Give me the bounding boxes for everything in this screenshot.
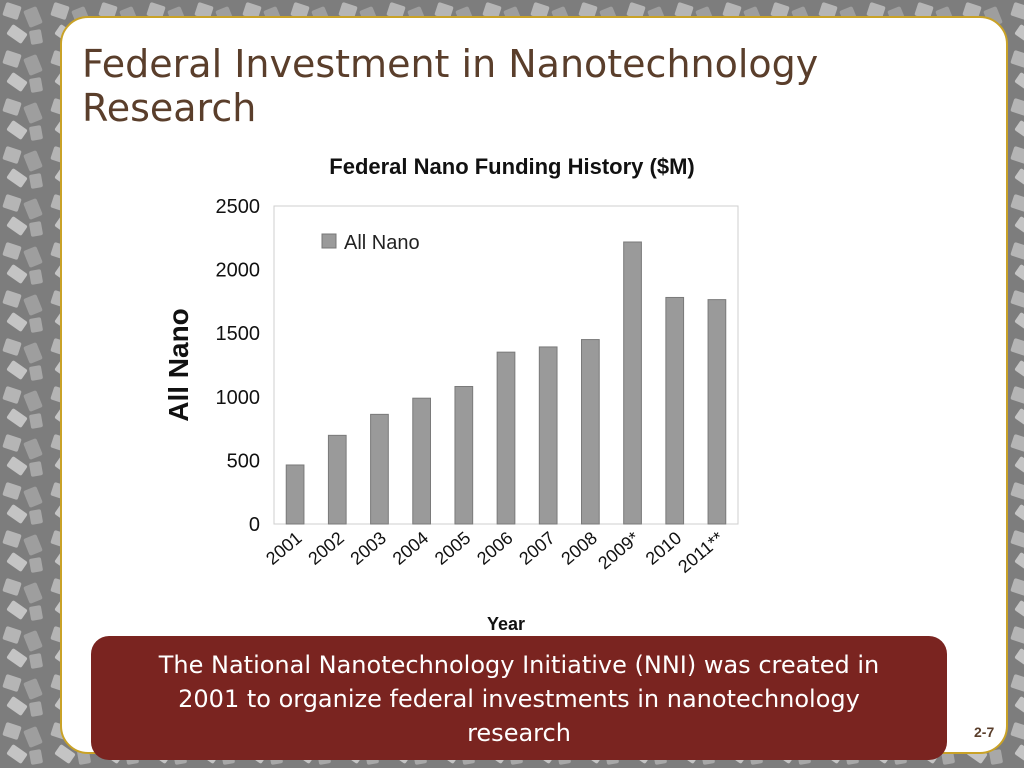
x-tick-label: 2009* bbox=[594, 528, 643, 574]
bar-2001 bbox=[285, 464, 305, 525]
page-number: 2-7 bbox=[974, 724, 995, 740]
x-tick-label: 2008 bbox=[557, 528, 601, 569]
chart-title: Federal Nano Funding History ($M) bbox=[329, 154, 694, 179]
bars bbox=[285, 241, 727, 525]
x-tick-label: 2003 bbox=[346, 528, 390, 569]
legend: All Nano bbox=[321, 232, 420, 254]
x-tick-label: 2006 bbox=[473, 528, 517, 569]
x-tick-label: 2002 bbox=[304, 528, 348, 569]
bar-2005 bbox=[454, 385, 474, 525]
footer-callout: The National Nanotechnology Initiative (… bbox=[91, 636, 947, 760]
bar-2011 bbox=[707, 299, 727, 525]
bar-2007 bbox=[538, 346, 558, 525]
x-tick-label: 2004 bbox=[389, 528, 433, 569]
x-tick-label: 2005 bbox=[431, 528, 475, 569]
y-tick-label: 2000 bbox=[216, 260, 261, 282]
y-axis-title: All Nano bbox=[163, 308, 194, 422]
y-axis: 0 500 1000 1500 2000 2500 bbox=[216, 196, 261, 536]
y-tick-label: 0 bbox=[249, 514, 260, 536]
x-tick-label: 2001 bbox=[262, 528, 306, 569]
y-tick-label: 1500 bbox=[216, 323, 261, 345]
x-tick-label: 2007 bbox=[515, 528, 559, 569]
y-tick-label: 2500 bbox=[216, 196, 261, 218]
bar-2009 bbox=[623, 241, 642, 525]
y-tick-label: 500 bbox=[227, 450, 260, 472]
x-axis-title: Year bbox=[487, 614, 525, 634]
bar-2006 bbox=[496, 351, 516, 525]
bar-2004 bbox=[412, 397, 431, 525]
legend-swatch bbox=[321, 233, 337, 249]
bar-2008 bbox=[581, 339, 600, 525]
funding-bar-chart: Federal Nano Funding History ($M) 0 500 10… bbox=[163, 154, 739, 634]
bar-2010 bbox=[665, 296, 685, 525]
x-tick-label: 2011** bbox=[674, 528, 727, 577]
bar-2003 bbox=[370, 413, 389, 525]
bar-2002 bbox=[327, 434, 347, 525]
slide-title: Federal Investment in Nanotechnology Res… bbox=[82, 42, 819, 130]
y-tick-label: 1000 bbox=[216, 387, 261, 409]
footer-text: The National Nanotechnology Initiative (… bbox=[158, 651, 880, 747]
legend-label: All Nano bbox=[344, 232, 420, 254]
